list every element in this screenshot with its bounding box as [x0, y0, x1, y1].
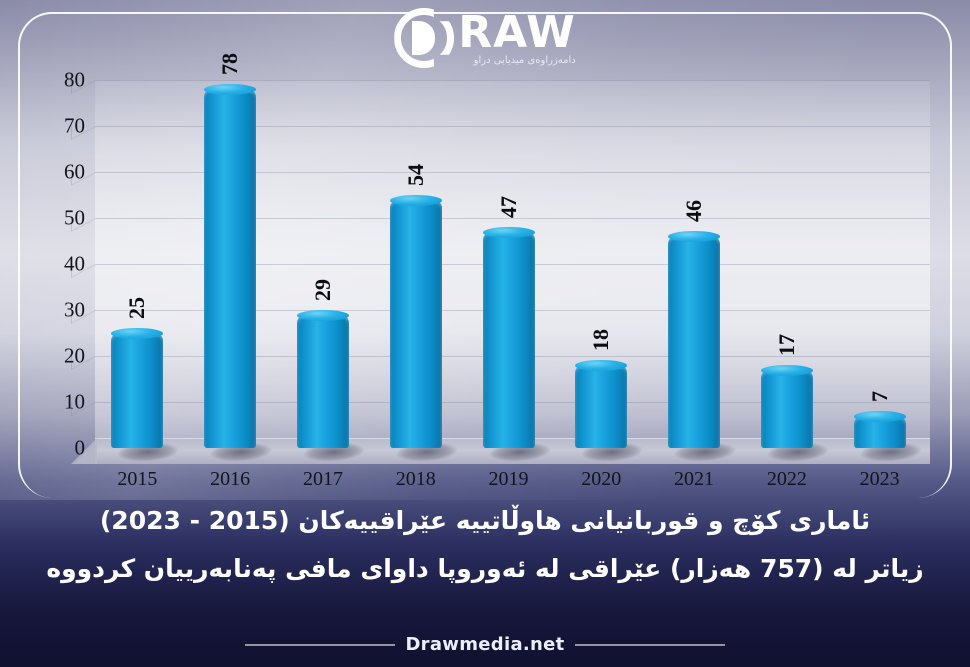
bar-value-label: 46	[681, 200, 707, 223]
caption-line-1: ئاماری کۆچ و قوربانیانی هاوڵاتییە عێراقی…	[99, 506, 871, 535]
bar-value-label: 29	[309, 278, 335, 301]
x-axis-tick-label: 2020	[581, 468, 622, 490]
bar-value-label: 25	[124, 297, 150, 319]
bar[interactable]	[296, 309, 349, 448]
y-axis-tick-label: 60	[64, 159, 85, 184]
y-axis-tick-label: 10	[64, 389, 85, 414]
bar-column[interactable]: 7	[853, 391, 926, 461]
bar-top-cap	[760, 364, 813, 376]
gridline	[95, 218, 930, 219]
footer-rule-left	[245, 643, 396, 646]
bar-top-cap	[575, 360, 628, 372]
brand-subtitle: دامەزراوەی میدیایی دراو	[473, 54, 576, 66]
bar[interactable]	[111, 328, 164, 448]
x-axis-tick-label: 2017	[302, 468, 343, 490]
brand-logo: RAW دامەزراوەی میدیایی دراو	[0, 2, 970, 74]
y-axis-tick-label: 70	[64, 113, 85, 138]
x-axis-tick-label: 2023	[859, 468, 900, 490]
bar-top-cap	[111, 328, 164, 339]
caption-line-2: زیاتر لە (757 هەزار) عێراقی لە ئەوروپا د…	[46, 553, 924, 583]
x-axis-tick-label: 2015	[117, 468, 158, 490]
bar-value-label: 18	[588, 329, 614, 352]
bar-column[interactable]: 54	[389, 164, 462, 461]
bar-value-label: 78	[217, 53, 243, 76]
bar[interactable]	[575, 360, 628, 448]
bar-column[interactable]: 29	[296, 279, 370, 461]
y-axis-tick-label: 30	[64, 297, 85, 322]
bar-top-cap	[668, 231, 721, 243]
bar-column[interactable]: 18	[575, 329, 648, 461]
draw-logo-icon	[394, 8, 455, 68]
y-axis-tick-label: 0	[74, 435, 86, 460]
bar-value-label: 17	[773, 333, 799, 356]
caption-block: ئاماری کۆچ و قوربانیانی هاوڵاتییە عێراقی…	[0, 498, 970, 586]
gridline	[95, 126, 930, 127]
x-axis-tick-label: 2016	[210, 468, 251, 490]
bar-value-label: 54	[402, 163, 428, 186]
bar-top-cap	[296, 309, 349, 321]
y-axis-tick-label: 50	[64, 205, 85, 230]
bar-top-cap	[389, 194, 442, 206]
bar[interactable]	[668, 231, 721, 448]
x-axis-tick-label: 2021	[674, 468, 715, 490]
bar[interactable]	[204, 84, 257, 448]
bar[interactable]	[482, 226, 535, 448]
y-axis-tick-label: 40	[64, 251, 85, 276]
bar[interactable]	[389, 194, 442, 448]
bar-chart: 0 10 20 30 40 50 60 70 80 25 2015 78 2016 29 2017 54 201…	[40, 53, 930, 490]
x-axis-tick-label: 2018	[395, 468, 436, 490]
x-axis-tick-label: 2019	[488, 468, 529, 490]
gridline	[95, 172, 930, 173]
footer: Drawmedia.net	[0, 634, 970, 655]
brand-name: RAW	[458, 7, 576, 58]
bar-column[interactable]: 46	[668, 200, 741, 461]
bar-top-cap	[853, 410, 906, 422]
bar-value-label: 47	[495, 195, 521, 218]
bar-value-label: 7	[866, 390, 892, 402]
bar[interactable]	[853, 410, 906, 448]
x-axis-tick-label: 2022	[766, 468, 807, 490]
y-axis-tick-label: 80	[64, 67, 85, 92]
bar-column[interactable]: 17	[760, 334, 833, 461]
bar[interactable]	[760, 364, 813, 448]
bar-column[interactable]: 78	[204, 53, 277, 461]
footer-site-label: Drawmedia.net	[405, 634, 565, 655]
y-axis-tick-label: 20	[64, 343, 85, 368]
bar-column[interactable]: 25	[111, 297, 184, 461]
bar-top-cap	[482, 226, 535, 238]
bar-top-cap	[204, 84, 257, 96]
footer-rule-right	[574, 643, 725, 646]
bar-column[interactable]: 47	[482, 196, 555, 461]
gridline	[95, 80, 930, 81]
